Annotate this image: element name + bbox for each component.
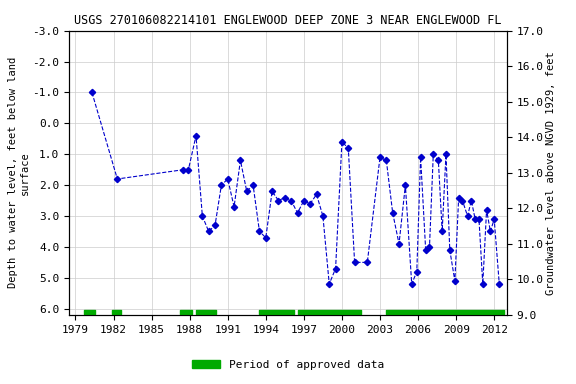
Y-axis label: Depth to water level, feet below land
surface: Depth to water level, feet below land su…	[8, 57, 29, 288]
Y-axis label: Groundwater level above NGVD 1929, feet: Groundwater level above NGVD 1929, feet	[547, 51, 556, 295]
Title: USGS 270106082214101 ENGLEWOOD DEEP ZONE 3 NEAR ENGLEWOOD FL: USGS 270106082214101 ENGLEWOOD DEEP ZONE…	[74, 14, 502, 27]
Legend: Period of approved data: Period of approved data	[188, 356, 388, 375]
